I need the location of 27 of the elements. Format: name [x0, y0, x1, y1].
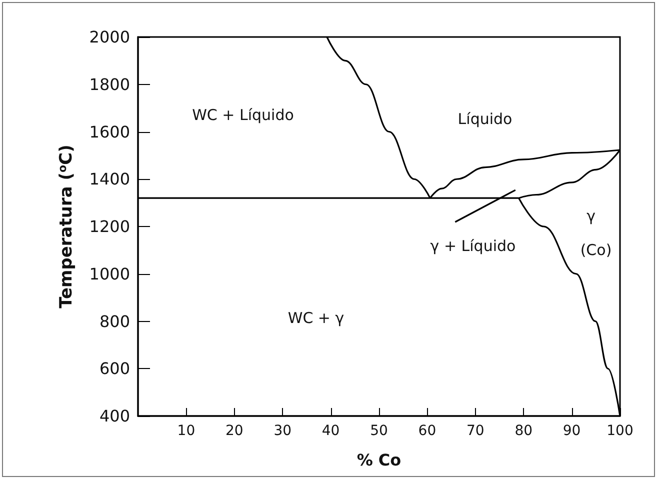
y-axis-title: Temperatura (oC): [56, 144, 76, 308]
x-tick-label: 90: [562, 423, 581, 439]
x-tick-label: 60: [418, 423, 436, 439]
x-axis-title: % Co: [356, 450, 402, 470]
y-tick-label: 400: [99, 406, 130, 426]
annotation: WC + γ: [288, 309, 344, 327]
y-tick-label: 1000: [89, 264, 130, 284]
x-tick-label: 10: [177, 423, 196, 439]
annotation: γ + Líquido: [430, 237, 516, 255]
x-tick-label: 70: [466, 423, 484, 439]
x-tick-label: 30: [274, 423, 292, 439]
x-tick-label: 100: [606, 423, 634, 439]
y-tick-label: 2000: [89, 28, 130, 46]
x-tick-label: 40: [322, 423, 340, 439]
y-tick-label: 1600: [89, 122, 130, 142]
annotation: WC + Líquido: [192, 106, 294, 124]
y-tick-label: 1400: [89, 170, 130, 189]
x-tick-label: 20: [225, 423, 244, 439]
annotation: γ: [586, 207, 596, 225]
y-tick-label: 1200: [89, 217, 130, 236]
y-tick-label: 1800: [89, 74, 130, 94]
annotation: Líquido: [458, 110, 512, 128]
x-tick-label: 80: [514, 423, 533, 439]
y-tick-label: 600: [99, 359, 130, 378]
annotation: (Co): [580, 241, 612, 259]
y-tick-label: 800: [99, 312, 130, 331]
x-tick-label: 50: [370, 423, 388, 439]
